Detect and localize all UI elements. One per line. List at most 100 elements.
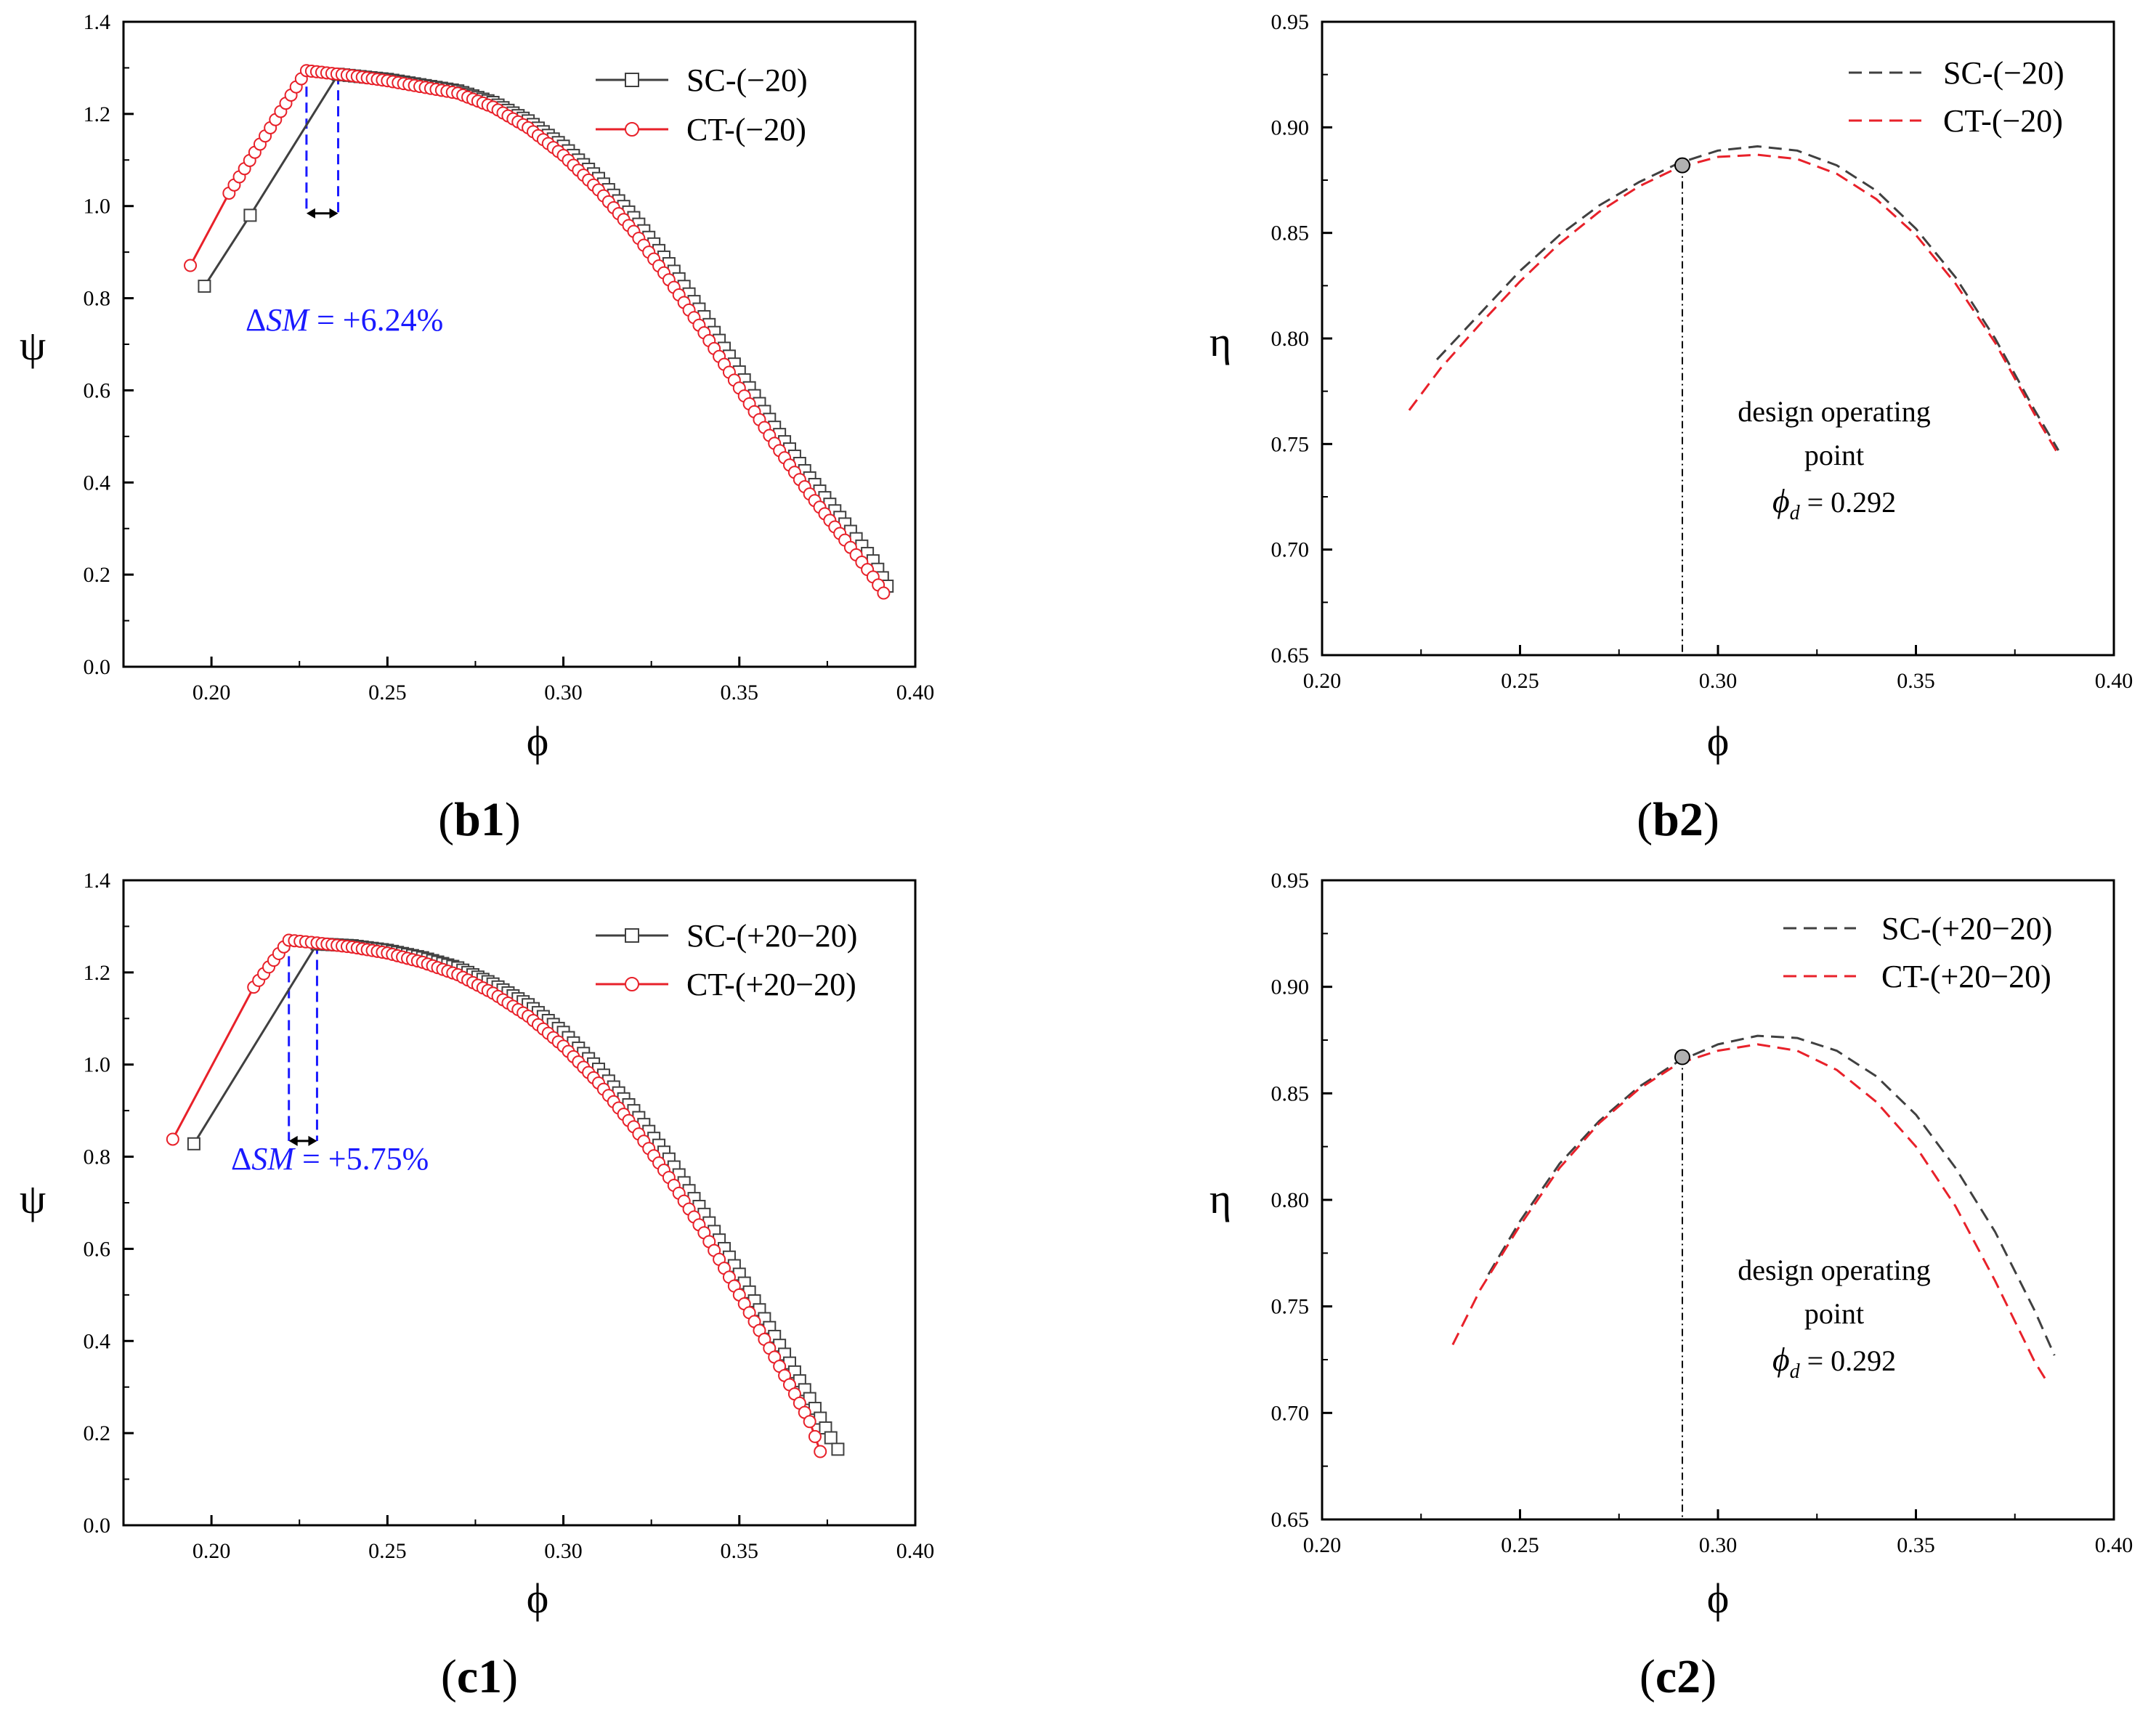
- legend: SC-(+20−20) CT-(+20−20): [596, 918, 857, 1002]
- series-line-ct: [1451, 1043, 2048, 1382]
- phi-value: = 0.292: [1800, 1344, 1897, 1377]
- x-ticks: 0.20 0.25 0.30 0.35 0.40: [1303, 1509, 2133, 1557]
- panel-b2: 0.20 0.25 0.30 0.35 0.40 0.65 0.70 0.75 0.80 0.8…: [1209, 10, 2133, 846]
- y-tick-label: 0.0: [84, 655, 111, 679]
- phi-symbol: ϕ: [1772, 482, 1790, 519]
- design-point-layer: [1674, 157, 1690, 655]
- x-tick-label: 0.30: [544, 681, 583, 705]
- y-ticks: 0.0 0.2 0.4 0.6 0.8 1.0 1.2 1.4: [84, 869, 134, 1538]
- design-point-text-2: point: [1804, 1297, 1864, 1330]
- y-tick-label: 0.65: [1271, 1508, 1310, 1532]
- panel-b1: 0.20 0.25 0.30 0.35 0.40 0.0 0.2 0.4 0.6 0.8 1.0 1…: [20, 10, 934, 846]
- x-tick-label: 0.20: [192, 1539, 231, 1563]
- y-tick-label: 1.0: [84, 1053, 111, 1077]
- sm-delta: Δ: [246, 302, 266, 338]
- y-tick-label: 0.6: [84, 1237, 111, 1261]
- y-tick-label: 0.65: [1271, 644, 1310, 667]
- series-line-ct: [171, 938, 822, 1453]
- data-point-sc: [831, 1442, 845, 1456]
- panel-label: (b2): [1637, 793, 1719, 846]
- legend-label-sc: SC-(−20): [686, 62, 808, 98]
- y-tick-label: 1.4: [84, 10, 111, 34]
- series-layer: [1451, 1034, 2056, 1382]
- x-tick-label: 0.35: [721, 681, 759, 705]
- sm-arrow-head-left: [306, 208, 315, 219]
- sm-markers: [305, 70, 340, 219]
- y-tick-label: 0.80: [1271, 327, 1310, 351]
- y-tick-label: 0.2: [84, 563, 111, 587]
- y-axis-title: η: [1209, 1175, 1231, 1222]
- design-point-text-1: design operating: [1738, 395, 1931, 428]
- design-point-text-1: design operating: [1738, 1254, 1931, 1286]
- legend-marker-sc: [625, 928, 639, 943]
- x-tick-label: 0.20: [1303, 1533, 1342, 1557]
- y-tick-label: 0.8: [84, 1145, 111, 1169]
- y-ticks: 0.65 0.70 0.75 0.80 0.85 0.90 0.95: [1271, 10, 1332, 667]
- y-tick-label: 0.95: [1271, 10, 1310, 34]
- y-tick-label: 0.90: [1271, 975, 1310, 999]
- panel-label: (c2): [1640, 1650, 1717, 1703]
- x-ticks: 0.20 0.25 0.30 0.35 0.40: [1303, 645, 2133, 693]
- sm-arrow-head-right: [329, 208, 339, 219]
- y-tick-label: 0.75: [1271, 432, 1310, 456]
- x-axis-title: ϕ: [527, 1575, 549, 1622]
- data-point-sc: [243, 208, 257, 222]
- legend: SC-(−20) CT-(−20): [1849, 55, 2064, 139]
- design-point-value: ϕd = 0.292: [1772, 1341, 1896, 1383]
- design-point-marker: [1674, 1049, 1690, 1065]
- y-axis-title: η: [1209, 318, 1231, 365]
- y-tick-label: 0.4: [84, 471, 111, 495]
- x-tick-label: 0.30: [544, 1539, 583, 1563]
- sm-arrow-head-right: [308, 1135, 317, 1146]
- x-tick-label: 0.30: [1699, 1533, 1738, 1557]
- y-tick-label: 0.6: [84, 378, 111, 402]
- panel-c1: 0.20 0.25 0.30 0.35 0.40 0.0 0.2 0.4 0.6 0.8 1.0 1…: [20, 869, 934, 1703]
- series-layer: [184, 64, 894, 600]
- series-line-sc: [1435, 145, 2059, 451]
- x-axis-title: ϕ: [1707, 1575, 1730, 1622]
- y-ticks: 0.65 0.70 0.75 0.80 0.85 0.90 0.95: [1271, 869, 1332, 1532]
- panel-label: (b1): [438, 793, 521, 846]
- y-tick-label: 0.80: [1271, 1188, 1310, 1212]
- series-layer: [166, 933, 845, 1458]
- legend-marker-sc: [625, 73, 639, 87]
- y-tick-label: 0.75: [1271, 1295, 1310, 1319]
- sm-arrow-head-left: [288, 1135, 298, 1146]
- data-point-ct: [814, 1445, 827, 1458]
- x-tick-label: 0.20: [1303, 669, 1342, 693]
- legend-label-ct: CT-(+20−20): [1881, 959, 2051, 994]
- x-ticks: 0.20 0.25 0.30 0.35 0.40: [192, 1515, 934, 1563]
- x-tick-label: 0.25: [1501, 1533, 1539, 1557]
- sm-annotation: ΔSM = +5.75%: [231, 1141, 429, 1177]
- x-tick-label: 0.35: [721, 1539, 759, 1563]
- x-tick-label: 0.40: [896, 1539, 935, 1563]
- design-point-value: ϕd = 0.292: [1772, 482, 1896, 524]
- sm-value: = +5.75%: [294, 1141, 429, 1177]
- sm-annotation: ΔSM = +6.24%: [246, 302, 443, 338]
- x-tick-label: 0.35: [1897, 1533, 1935, 1557]
- legend-marker-ct: [625, 977, 639, 991]
- y-tick-label: 0.2: [84, 1421, 111, 1445]
- y-tick-label: 0.8: [84, 287, 111, 311]
- x-tick-label: 0.40: [2095, 669, 2133, 693]
- x-axis-title: ϕ: [527, 718, 549, 765]
- legend: SC-(+20−20) CT-(+20−20): [1783, 911, 2052, 994]
- legend-label-ct: CT-(+20−20): [686, 967, 856, 1002]
- y-tick-label: 1.4: [84, 869, 111, 893]
- y-ticks: 0.0 0.2 0.4 0.6 0.8 1.0 1.2 1.4: [84, 10, 134, 679]
- legend: SC-(−20) CT-(−20): [596, 62, 808, 147]
- y-tick-label: 0.85: [1271, 1081, 1310, 1105]
- design-point-layer: [1674, 1049, 1690, 1519]
- y-tick-label: 0.95: [1271, 869, 1310, 893]
- series-line-ct: [1408, 153, 2059, 455]
- data-point-ct: [184, 259, 198, 272]
- legend-label-ct: CT-(−20): [1943, 103, 2063, 139]
- x-tick-label: 0.20: [192, 681, 231, 705]
- y-tick-label: 1.2: [84, 102, 111, 126]
- y-tick-label: 0.4: [84, 1329, 111, 1353]
- sm-value: = +6.24%: [309, 302, 443, 338]
- y-tick-label: 1.2: [84, 961, 111, 985]
- y-tick-label: 0.70: [1271, 1401, 1310, 1425]
- sm-delta: Δ: [231, 1141, 251, 1177]
- sm-italic: SM: [251, 1141, 296, 1177]
